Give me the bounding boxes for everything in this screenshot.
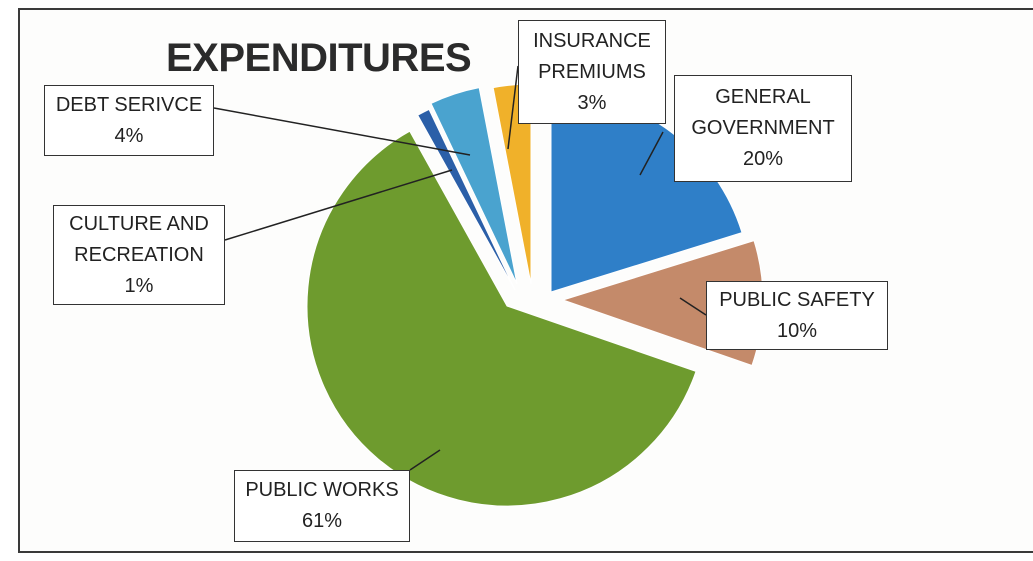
slice-percent: 10% xyxy=(776,319,818,342)
slice-percent: 4% xyxy=(114,124,144,147)
slice-name-line: DEBT SERIVCE xyxy=(55,93,203,116)
leader-line xyxy=(213,107,471,156)
data-label-public-safety: PUBLIC SAFETY 10% xyxy=(706,281,888,350)
leader-line xyxy=(639,131,664,176)
data-label-culture-and-recreation: CULTURE AND RECREATION 1% xyxy=(53,205,225,305)
slice-name-line: PUBLIC WORKS xyxy=(245,479,399,501)
slice-name-line: PREMIUMS xyxy=(538,60,646,83)
leader-line xyxy=(507,65,519,150)
leader-line xyxy=(409,449,441,471)
data-label-general-government: GENERAL GOVERNMENT 20% xyxy=(674,75,852,182)
slice-percent: 20% xyxy=(742,148,784,170)
slice-name-line: RECREATION xyxy=(74,243,204,266)
data-label-debt-serivce: DEBT SERIVCE 4% xyxy=(44,85,214,156)
slice-percent: 61% xyxy=(301,510,343,532)
chart-title: EXPENDITURES xyxy=(166,36,472,80)
slice-name-line: GOVERNMENT xyxy=(691,117,835,139)
slice-name-line: PUBLIC SAFETY xyxy=(719,288,875,311)
slice-percent: 3% xyxy=(577,91,607,114)
pie-slice-culture-and-recreation xyxy=(417,108,516,291)
slice-percent: 1% xyxy=(124,274,154,297)
slice-name-line: GENERAL xyxy=(715,86,811,108)
leader-line xyxy=(679,297,707,316)
slice-name-line: INSURANCE xyxy=(533,29,651,52)
pie-slice-public-works xyxy=(306,130,697,507)
data-label-insurance-premiums: INSURANCE PREMIUMS 3% xyxy=(518,20,666,124)
pie-slice-debt-serivce xyxy=(430,87,518,285)
slice-name-line: CULTURE AND xyxy=(69,212,209,235)
leader-line xyxy=(224,169,453,241)
data-label-public-works: PUBLIC WORKS 61% xyxy=(234,470,410,542)
